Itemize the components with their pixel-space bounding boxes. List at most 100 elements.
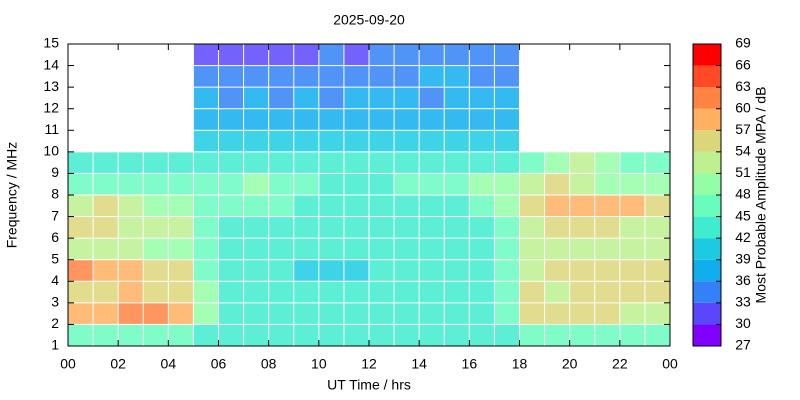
cell xyxy=(444,324,469,346)
cell xyxy=(168,281,193,303)
cell xyxy=(269,238,294,260)
cell xyxy=(269,173,294,195)
cell xyxy=(294,66,319,87)
cell xyxy=(369,152,394,173)
cell xyxy=(545,238,570,260)
colorbar-swatch xyxy=(693,44,721,66)
cell xyxy=(193,109,218,130)
cell xyxy=(68,238,93,260)
cell xyxy=(444,66,469,87)
cell xyxy=(319,173,344,195)
colorbar-swatch xyxy=(693,151,721,174)
y-tick-label: 15 xyxy=(43,35,59,51)
cell xyxy=(294,195,319,217)
cell xyxy=(469,260,494,281)
cell xyxy=(93,281,118,303)
cell xyxy=(645,281,670,303)
cell xyxy=(520,217,545,238)
colorbar-tick-label: 54 xyxy=(735,143,751,159)
colorbar-swatch xyxy=(693,87,721,109)
cell xyxy=(68,324,93,346)
cell xyxy=(444,173,469,195)
colorbar-swatch xyxy=(693,195,721,217)
cell xyxy=(494,152,519,173)
cell xyxy=(319,44,344,66)
cell xyxy=(244,173,269,195)
cell xyxy=(545,324,570,346)
cell xyxy=(68,195,93,217)
cell xyxy=(93,238,118,260)
cell xyxy=(645,152,670,173)
cell xyxy=(93,303,118,324)
cell xyxy=(419,152,444,173)
cell xyxy=(193,66,218,87)
cell xyxy=(444,281,469,303)
cell xyxy=(394,109,419,130)
cell xyxy=(269,130,294,152)
cell xyxy=(369,303,394,324)
cell xyxy=(419,217,444,238)
cell xyxy=(469,130,494,152)
cell xyxy=(545,281,570,303)
cell xyxy=(394,44,419,66)
cell xyxy=(118,303,143,324)
cell xyxy=(319,152,344,173)
cell xyxy=(269,109,294,130)
cell xyxy=(294,238,319,260)
cell xyxy=(494,260,519,281)
cell xyxy=(595,217,620,238)
cell xyxy=(494,303,519,324)
cell xyxy=(344,173,369,195)
cell xyxy=(219,109,244,130)
cell xyxy=(394,217,419,238)
x-tick-label: 10 xyxy=(311,356,327,372)
cell xyxy=(269,303,294,324)
cell xyxy=(344,195,369,217)
cell xyxy=(68,260,93,281)
cell xyxy=(444,152,469,173)
cell xyxy=(595,238,620,260)
cell xyxy=(570,260,595,281)
cell xyxy=(419,260,444,281)
cell xyxy=(419,324,444,346)
cell xyxy=(319,87,344,109)
colorbar-tick-label: 45 xyxy=(735,207,751,223)
cell xyxy=(419,195,444,217)
cell xyxy=(570,195,595,217)
cell xyxy=(520,303,545,324)
cell xyxy=(394,303,419,324)
cell xyxy=(244,109,269,130)
y-tick-label: 10 xyxy=(43,143,59,159)
cell xyxy=(369,238,394,260)
cell xyxy=(118,260,143,281)
cell xyxy=(244,217,269,238)
cell xyxy=(118,195,143,217)
cell xyxy=(219,173,244,195)
y-tick-label: 5 xyxy=(51,250,59,266)
cell xyxy=(344,44,369,66)
cell xyxy=(118,238,143,260)
cell xyxy=(570,281,595,303)
cell xyxy=(118,152,143,173)
cell xyxy=(469,87,494,109)
cell xyxy=(219,195,244,217)
cell xyxy=(645,195,670,217)
cell xyxy=(520,173,545,195)
cell xyxy=(244,260,269,281)
cell xyxy=(369,66,394,87)
cell xyxy=(244,281,269,303)
cell xyxy=(520,238,545,260)
x-tick-label: 08 xyxy=(261,356,277,372)
cell xyxy=(545,152,570,173)
cell xyxy=(645,217,670,238)
cell xyxy=(419,130,444,152)
cell xyxy=(244,324,269,346)
cell xyxy=(369,173,394,195)
cell xyxy=(269,217,294,238)
cell xyxy=(269,44,294,66)
cell xyxy=(494,109,519,130)
y-tick-label: 7 xyxy=(51,207,59,223)
cell xyxy=(344,66,369,87)
x-tick-label: 02 xyxy=(110,356,126,372)
cell xyxy=(219,87,244,109)
